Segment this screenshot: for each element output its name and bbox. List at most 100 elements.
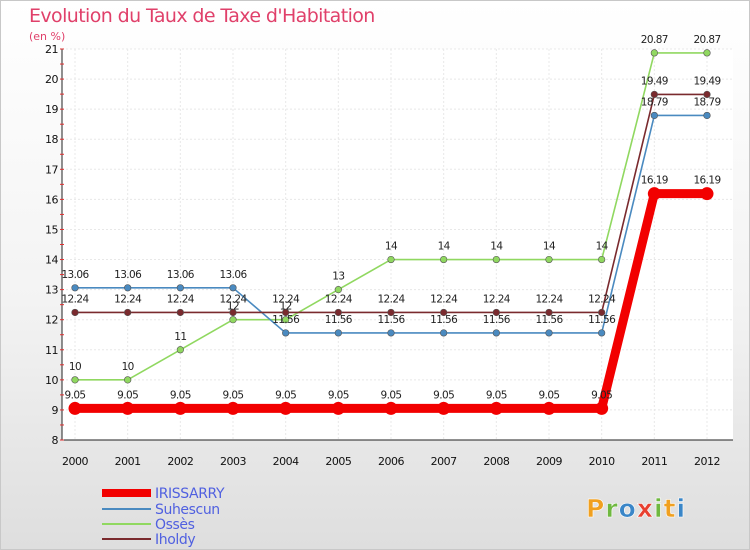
data-point [71,284,79,292]
data-label: 9.05 [170,389,191,401]
data-point [598,308,606,317]
data-label: 11.56 [483,314,511,326]
data-label: 12.24 [272,293,300,305]
data-label: 12.24 [325,293,353,305]
data-label: 12 [280,301,292,313]
data-point [545,308,553,317]
data-point [437,401,451,415]
data-point [387,308,395,317]
data-label: 12 [227,301,239,313]
brand-letter: t [664,494,677,523]
x-tick-label: 2004 [273,455,299,468]
data-point [545,329,553,337]
data-label: 20.87 [693,34,720,46]
data-point [440,255,448,264]
data-label: 14 [438,241,451,253]
data-point [229,316,237,324]
data-label: 11 [174,331,186,343]
y-tick-label: 10 [45,374,58,387]
plot-area [62,49,733,440]
data-label: 9.05 [223,389,244,401]
data-point [282,329,290,337]
data-label: 12.24 [483,293,511,305]
data-point [387,329,395,337]
data-label: 12.24 [535,293,563,305]
data-point [545,255,553,264]
data-label: 9.05 [275,389,296,401]
data-label: 11.56 [272,314,300,326]
data-point [334,286,342,294]
x-tick-label: 2003 [220,455,246,468]
data-point [703,49,711,57]
x-tick-label: 2006 [378,455,404,468]
data-point [384,401,398,415]
x-tick-label: 2002 [167,455,193,468]
y-tick-label: 17 [45,163,58,176]
brand-logo: Proxiti [586,494,686,523]
brand-letter: i [654,494,664,523]
data-point [124,308,132,317]
y-tick-label: 15 [45,223,58,236]
data-label: 18.79 [641,96,668,108]
brand-letter: i [677,494,687,523]
data-point [542,401,556,415]
y-tick-label: 19 [45,103,58,116]
data-point [71,308,79,317]
data-label: 12.24 [61,293,89,305]
x-tick-label: 2011 [641,455,667,468]
data-label: 9.05 [486,389,507,401]
data-point [387,255,395,264]
data-label: 9.05 [433,389,454,401]
data-label: 9.05 [381,389,402,401]
data-point [282,308,290,317]
data-label: 13.06 [167,269,195,281]
y-tick-label: 13 [45,284,58,297]
x-tick-label: 2005 [325,455,351,468]
data-point [492,308,500,317]
data-label: 13.06 [61,269,89,281]
brand-letter: o [619,494,637,523]
data-label: 12.24 [114,293,142,305]
legend-label: IRISSARRY [155,486,225,502]
data-label: 10 [69,361,81,373]
x-tick-label: 2000 [62,455,88,468]
data-point [121,401,135,415]
data-label: 9.05 [328,389,349,401]
data-label: 9.05 [539,389,560,401]
data-label: 9.05 [117,389,138,401]
data-point [650,111,658,120]
chart-title: Evolution du Taux de Taxe d'Habitation [29,5,375,27]
data-point [492,255,500,264]
data-point [229,284,237,292]
data-label: 13 [332,271,344,283]
data-label: 14 [543,241,556,253]
data-point [489,401,503,415]
y-tick-label: 11 [45,344,58,357]
data-point [71,376,79,384]
data-point [176,284,184,292]
data-label: 12.24 [219,293,247,305]
data-label: 12.24 [377,293,405,305]
data-label: 13.06 [114,269,142,281]
data-label: 14 [385,241,398,253]
x-tick-label: 2008 [483,455,509,468]
legend-label: Ossès [155,517,195,533]
data-point [229,308,237,317]
data-label: 12.24 [167,293,195,305]
data-label: 14 [596,241,609,253]
y-tick-label: 21 [45,43,58,56]
data-label: 12.24 [430,293,458,305]
y-tick-label: 8 [52,434,59,447]
data-label: 14 [490,241,503,253]
data-label: 12.24 [588,293,616,305]
data-point [598,329,606,337]
data-label: 16.19 [693,175,720,187]
data-label: 9.05 [591,389,612,401]
data-point [700,187,714,201]
y-tick-label: 12 [45,314,58,327]
data-label: 11.56 [535,314,563,326]
data-point [440,308,448,317]
data-point [647,187,661,201]
